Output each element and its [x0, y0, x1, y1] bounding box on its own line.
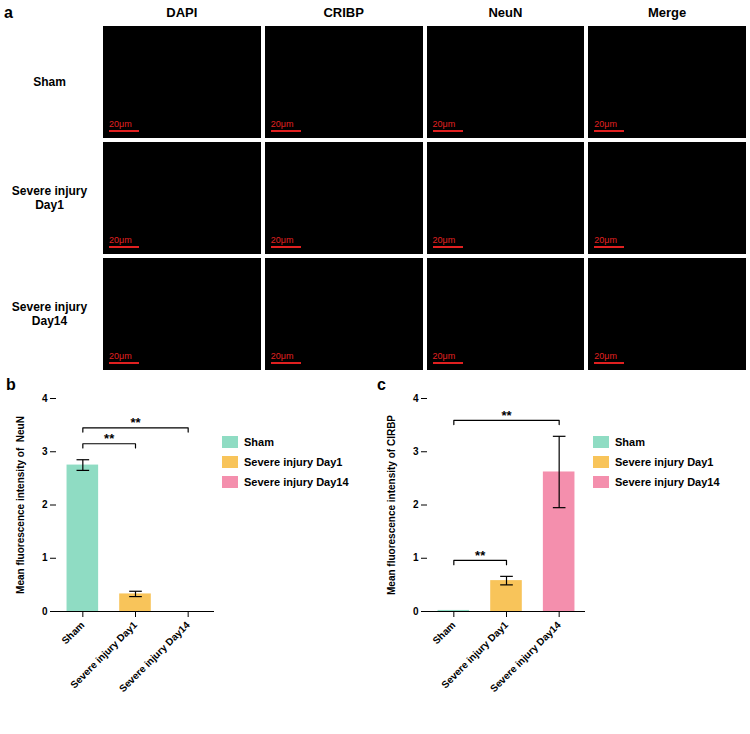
html-text:a: a — [4, 4, 13, 21]
svg-text:**: ** — [130, 415, 141, 430]
svg-text:**: ** — [104, 431, 115, 446]
svg-text:Severe injury Day14: Severe injury Day14 — [488, 619, 563, 694]
svg-text:**: ** — [501, 407, 512, 422]
html-text:Sham: Sham — [615, 436, 645, 448]
html-text:20μm: 20μm — [270, 119, 294, 129]
html-text:20μm: 20μm — [109, 351, 132, 361]
svg-text:Severe injury Day14: Severe injury Day14 — [117, 619, 192, 694]
html-text:Severe injury Day14: Severe injury Day14 — [615, 476, 720, 488]
html-text:20μm: 20μm — [109, 119, 132, 129]
html-text:Sham: Sham — [244, 436, 274, 448]
svg-text:1: 1 — [42, 552, 48, 563]
html-text:Severe injury Day1: Severe injury Day1 — [244, 456, 343, 468]
html-text:20μm: 20μm — [432, 235, 456, 245]
svg-text:Severe injury Day1: Severe injury Day1 — [439, 619, 511, 691]
svg-text:**: ** — [475, 548, 486, 563]
svg-text:3: 3 — [413, 446, 419, 457]
html-text:20μm: 20μm — [432, 351, 456, 361]
html-text:20μm: 20μm — [594, 235, 617, 245]
svg-text:0: 0 — [42, 606, 48, 617]
svg-text:1: 1 — [413, 552, 419, 563]
svg-text:Mean fluorescence intensity of: Mean fluorescence intensity of NeuN — [15, 416, 26, 594]
html-text:Severe injury Day1: Severe injury Day1 — [11, 184, 88, 212]
html-text:Merge: Merge — [648, 5, 687, 20]
html-text:Severe injury Day14: Severe injury Day14 — [11, 300, 88, 328]
svg-text:4: 4 — [42, 393, 48, 404]
html-text:Sham: Sham — [33, 75, 66, 89]
svg-text:2: 2 — [42, 499, 48, 510]
html-text:20μm: 20μm — [109, 235, 132, 245]
html-text:20μm: 20μm — [270, 235, 294, 245]
html-text:b: b — [6, 376, 16, 393]
svg-text:3: 3 — [42, 446, 48, 457]
html-text:Severe injury Day14: Severe injury Day14 — [244, 476, 349, 488]
svg-text:Sham: Sham — [59, 619, 86, 646]
html-text:20μm: 20μm — [594, 119, 617, 129]
html-text:20μm: 20μm — [432, 119, 456, 129]
html-text:20μm: 20μm — [594, 351, 617, 361]
svg-text:4: 4 — [413, 393, 419, 404]
html-text:DAPI: DAPI — [166, 5, 198, 20]
html-text:CRIBP: CRIBP — [323, 5, 364, 20]
html-text:c: c — [377, 376, 386, 393]
svg-text:Sham: Sham — [430, 619, 457, 646]
svg-text:2: 2 — [413, 499, 419, 510]
html-text:NeuN: NeuN — [488, 5, 523, 20]
svg-text:Severe injury Day1: Severe injury Day1 — [68, 619, 140, 691]
svg-text:Mean fluorescence intensity of: Mean fluorescence intensity of CIRBP — [386, 415, 397, 595]
html-text:20μm: 20μm — [270, 351, 294, 361]
svg-text:0: 0 — [413, 606, 419, 617]
html-text:Severe injury Day1: Severe injury Day1 — [615, 456, 714, 468]
